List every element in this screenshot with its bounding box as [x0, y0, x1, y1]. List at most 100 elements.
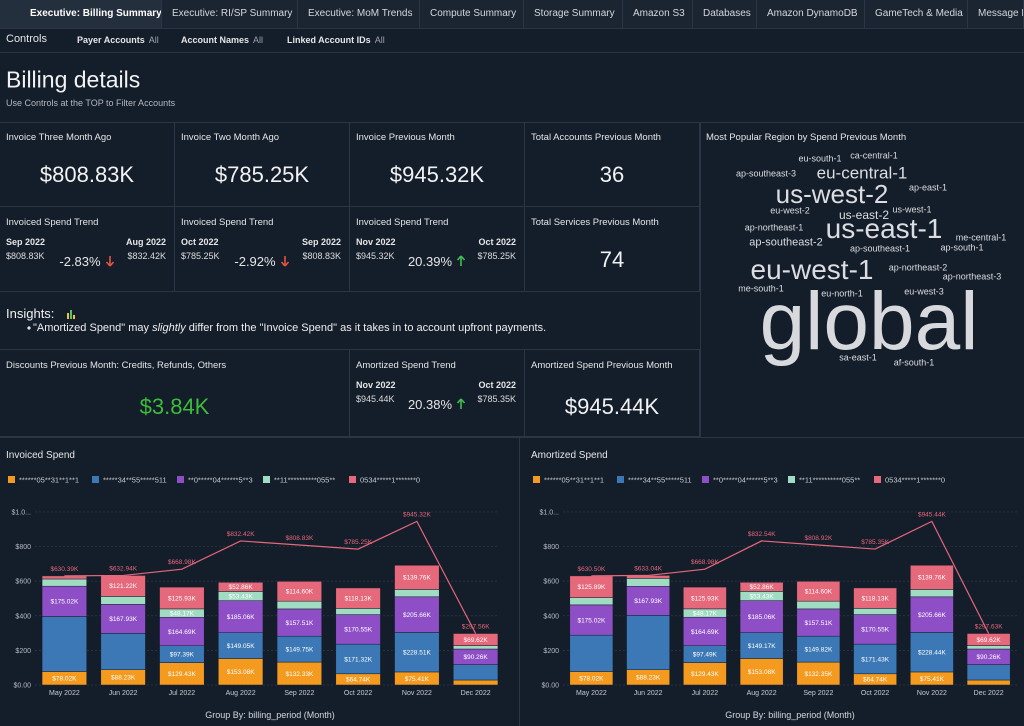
bar-label: $149.17K	[748, 643, 776, 650]
trend-change-row: 20.39%	[350, 254, 524, 269]
word: us-east-1	[825, 213, 943, 244]
x-tick-label: Aug 2022	[226, 690, 256, 697]
tab[interactable]: Executive: Billing Summary	[0, 0, 162, 28]
bar-segment	[739, 658, 784, 686]
bar-label: $153.08K	[227, 669, 255, 676]
tab[interactable]: Executive: RI/SP Summary	[162, 0, 298, 28]
bar-segment	[626, 615, 670, 670]
total-line	[64, 520, 477, 634]
tab[interactable]: Executive: MoM Trends	[298, 0, 420, 28]
trend-title: Invoiced Spend Trend	[356, 217, 449, 228]
bar-segment	[218, 658, 264, 686]
bar-label: $114.60K	[286, 589, 314, 596]
kpi-value: $945.32K	[389, 162, 485, 187]
bar-segment	[218, 632, 264, 659]
legend-label: 0534*****1*******0	[360, 476, 420, 485]
bar-label: $171.43K	[861, 656, 889, 663]
y-tick-label: $0.00	[13, 683, 31, 690]
bar-label: $52.86K	[229, 584, 254, 591]
kpi-card: Total Services Previous Month 74	[525, 207, 700, 292]
bar-label: $228.44K	[918, 649, 946, 656]
bullet	[27, 326, 31, 330]
bar-label: $125.93K	[168, 595, 196, 602]
bar-label: $171.32K	[344, 656, 372, 663]
bar-segment	[966, 679, 1011, 686]
bar-label: $132.35K	[804, 671, 832, 678]
trend-arrow	[456, 255, 466, 266]
total-label: $668.98K	[168, 559, 196, 566]
divider	[700, 122, 701, 437]
bar-segment	[100, 633, 146, 670]
tab[interactable]: Amazon DynamoDB	[757, 0, 865, 28]
bar-label: $167.93K	[109, 616, 137, 623]
filter[interactable]: Payer Accounts All	[77, 35, 159, 45]
bar-segment	[626, 578, 670, 587]
tab[interactable]: Storage Summary	[524, 0, 623, 28]
insight-part: differ from the "Invoice Spend" as it ta…	[185, 322, 547, 334]
total-label: $945.44K	[918, 511, 946, 518]
tab[interactable]: Compute Summary	[420, 0, 524, 28]
kpi-title: Invoice Two Month Ago	[181, 132, 280, 143]
x-axis-title: Group By: billing_period (Month)	[725, 710, 855, 720]
total-label: $832.54K	[748, 531, 776, 538]
bar-label: $125.93K	[691, 595, 719, 602]
tab[interactable]: Amazon S3	[623, 0, 693, 28]
insights-title: Insights:	[6, 306, 55, 321]
filter-value: All	[148, 35, 159, 45]
tab[interactable]: Message B	[968, 0, 1024, 28]
x-tick-label: Dec 2022	[461, 690, 491, 697]
bar-segment	[276, 581, 322, 602]
trend-compare-value: $785.25K	[477, 251, 516, 261]
y-tick-label: $600	[15, 579, 31, 586]
trend-value: $808.83K	[6, 251, 45, 261]
filter[interactable]: Account Names All	[181, 35, 263, 45]
tab[interactable]: Databases	[693, 0, 757, 28]
legend-label: **0*****04******5**3	[713, 476, 778, 485]
bar-segment	[335, 587, 381, 609]
bar-segment	[41, 578, 87, 587]
word: ap-northeast-3	[942, 271, 1002, 282]
bar-label: $53.43K	[229, 593, 254, 600]
chart-title: Invoiced Spend	[6, 450, 75, 461]
trend-compare-value: $785.35K	[477, 394, 516, 404]
y-tick-label: $200	[543, 648, 559, 655]
kpi-title: Invoice Three Month Ago	[6, 132, 112, 143]
bar-segment	[453, 679, 499, 686]
kpi-card: Invoice Previous Month $945.32K	[350, 122, 525, 207]
bar-label: $97.39K	[170, 651, 195, 658]
bar-segment	[853, 614, 897, 645]
controls-title: Controls	[6, 33, 47, 45]
trend-card: Invoiced Spend Trend Oct 2022 $785.25K Sep …	[175, 207, 350, 292]
filter-label: Payer Accounts	[77, 35, 145, 45]
bar-label: $78.02K	[579, 676, 604, 683]
bar-label: $132.33K	[285, 671, 313, 678]
trend-compare-period: Aug 2022	[125, 237, 166, 247]
kpi-value: $808.83K	[39, 162, 135, 187]
word: af-south-1	[893, 357, 935, 368]
trend-change-row: -2.92%	[175, 254, 349, 269]
trend-change: -2.92%	[234, 254, 276, 269]
bar-segment	[218, 600, 264, 633]
bar-segment	[335, 614, 381, 645]
bar-label: $149.05K	[227, 643, 255, 650]
filter[interactable]: Linked Account IDs All	[287, 35, 385, 45]
bar-segment	[41, 616, 87, 672]
bar-label: $149.75K	[285, 646, 313, 653]
y-tick-label: $200	[15, 648, 31, 655]
bar-segment	[453, 645, 499, 650]
kpi-value: 74	[599, 247, 625, 272]
bar-segment	[910, 589, 954, 598]
y-tick-label: $1.0...	[540, 509, 560, 516]
legend-swatch	[92, 476, 99, 483]
word: ap-southeast-3	[735, 168, 797, 179]
bar-segment	[739, 582, 784, 592]
bar-label: $157.51K	[285, 620, 313, 627]
tab[interactable]: GameTech & Media	[865, 0, 968, 28]
legend-swatch	[8, 476, 15, 483]
x-tick-label: Oct 2022	[861, 690, 890, 697]
legend-swatch	[533, 476, 540, 483]
kpi-title: Amortized Spend Previous Month	[531, 360, 673, 371]
y-tick-label: $400	[543, 613, 559, 620]
x-tick-label: Jul 2022	[692, 690, 719, 697]
x-tick-label: Nov 2022	[917, 690, 947, 697]
